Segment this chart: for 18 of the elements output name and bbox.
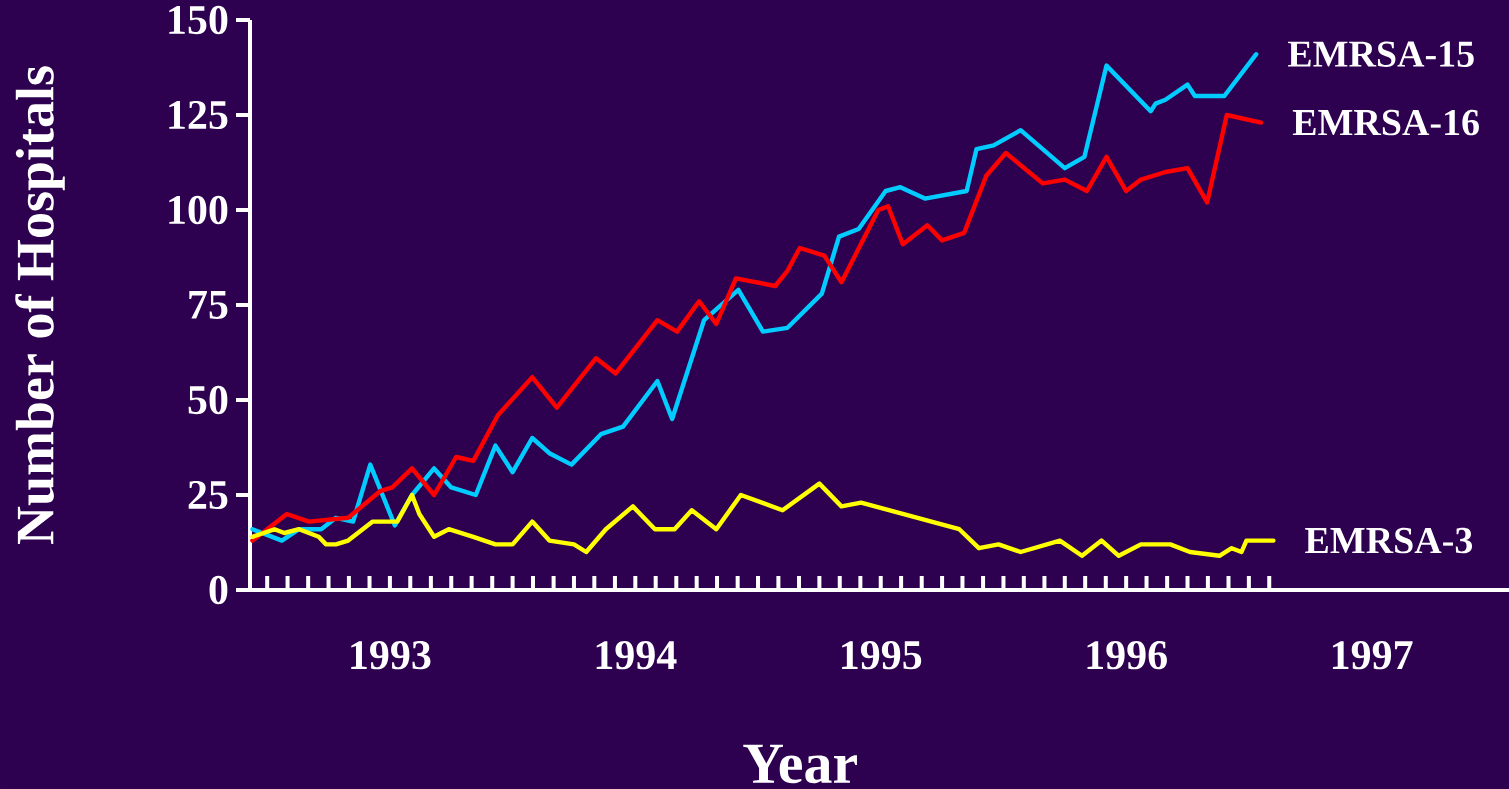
y-tick-label: 50 xyxy=(188,385,228,415)
line-series xyxy=(250,481,1276,559)
x-tick-label: 1996 xyxy=(1087,641,1167,670)
y-tick-label: 0 xyxy=(209,575,228,605)
series-label: EMRSA-15 xyxy=(1287,41,1474,67)
series-label: EMRSA-3 xyxy=(1305,527,1473,554)
series-label: EMRSA-16 xyxy=(1292,109,1479,136)
x-tick-label: 1994 xyxy=(596,641,677,670)
y-tick-label: 150 xyxy=(169,5,228,35)
y-tick-label: 125 xyxy=(169,100,228,130)
y-tick-label: 25 xyxy=(188,480,228,510)
x-tick-label: 1997 xyxy=(1332,641,1413,670)
y-tick-label: 75 xyxy=(189,291,228,319)
y-tick-label: 100 xyxy=(169,195,228,225)
x-tick-label: 1995 xyxy=(842,641,922,670)
y-axis-title: Number of Hospitals xyxy=(15,66,65,544)
x-tick-label: 1993 xyxy=(351,641,431,670)
x-axis-title: Year xyxy=(743,744,857,784)
